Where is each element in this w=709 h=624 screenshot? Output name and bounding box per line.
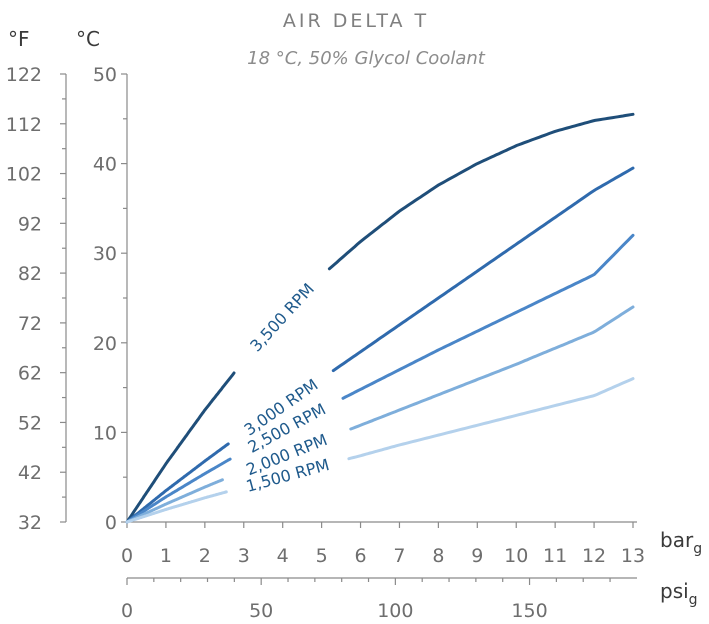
- series-line-segment: [341, 233, 635, 400]
- svg-text:barg: barg: [660, 528, 702, 557]
- c-axis-tick-label: 40: [93, 154, 117, 176]
- bar-axis-tick-label: 10: [504, 545, 528, 567]
- psi-axis-tick-label: 50: [249, 600, 273, 622]
- chart-subtitle: 18 °C, 50% Glycol Coolant: [247, 48, 486, 69]
- psi-axis-tick-label: 100: [377, 600, 413, 622]
- x-unit-psi: psig: [660, 579, 698, 608]
- y-unit-celsius: °C: [76, 27, 100, 51]
- series-line-segment: [327, 112, 635, 271]
- f-axis-tick-label: 52: [18, 412, 42, 434]
- chart-title: AIR DELTA T: [283, 10, 429, 32]
- bar-axis-tick-label: 13: [621, 545, 645, 567]
- x-unit-psi-text: psi: [660, 579, 689, 603]
- f-axis-tick-label: 72: [18, 313, 42, 335]
- series-line-segment: [125, 490, 228, 524]
- f-axis-tick-label: 32: [18, 512, 42, 534]
- x-unit-bar-text: bar: [660, 528, 694, 552]
- f-axis-tick-label: 82: [18, 263, 42, 285]
- c-axis-tick-label: 50: [93, 64, 117, 86]
- series-line-segment: [125, 478, 224, 524]
- bar-axis-tick-label: 5: [316, 545, 328, 567]
- psi-axis-tick-label: 150: [511, 600, 547, 622]
- f-axis-tick-label: 92: [18, 213, 42, 235]
- x-unit-bar: barg: [660, 528, 702, 557]
- x-unit-bar-sub: g: [693, 541, 702, 557]
- bar-axis-tick-label: 0: [121, 545, 133, 567]
- f-axis-tick-label: 102: [6, 164, 42, 186]
- bar-axis-tick-label: 4: [277, 545, 289, 567]
- bar-axis-tick-label: 6: [354, 545, 366, 567]
- series-line-segment: [349, 305, 635, 431]
- bar-axis-tick-label: 2: [199, 545, 211, 567]
- x-unit-psi-sub: g: [689, 592, 698, 608]
- bar-axis-tick-label: 9: [471, 545, 483, 567]
- f-axis-tick-label: 112: [6, 114, 42, 136]
- bar-axis-tick-label: 3: [238, 545, 250, 567]
- psi-axis-tick-label: 0: [121, 600, 133, 622]
- y-unit-fahrenheit: °F: [8, 27, 30, 51]
- series-lines: [125, 112, 635, 524]
- f-axis-tick-label: 62: [18, 363, 42, 385]
- c-axis-tick-label: 0: [105, 512, 117, 534]
- svg-text:psig: psig: [660, 579, 698, 608]
- bar-axis-tick-label: 7: [393, 545, 405, 567]
- f-axis-tick-label: 122: [6, 64, 42, 86]
- bar-axis-tick-label: 8: [432, 545, 444, 567]
- series-line-segment: [125, 442, 230, 524]
- c-axis-tick-label: 30: [93, 243, 117, 265]
- c-axis-tick-label: 10: [93, 422, 117, 444]
- bar-axis-tick-label: 12: [582, 545, 606, 567]
- f-axis-tick-label: 42: [18, 462, 42, 484]
- bar-axis-tick-label: 1: [160, 545, 172, 567]
- bar-axis-tick-label: 11: [543, 545, 567, 567]
- c-axis-tick-label: 20: [93, 333, 117, 355]
- series-label: 3,500 RPM: [246, 279, 318, 355]
- series-line-segment: [347, 377, 635, 461]
- series-line-segment: [125, 371, 236, 524]
- series-line-segment: [331, 166, 635, 373]
- series-line-segment: [125, 457, 232, 524]
